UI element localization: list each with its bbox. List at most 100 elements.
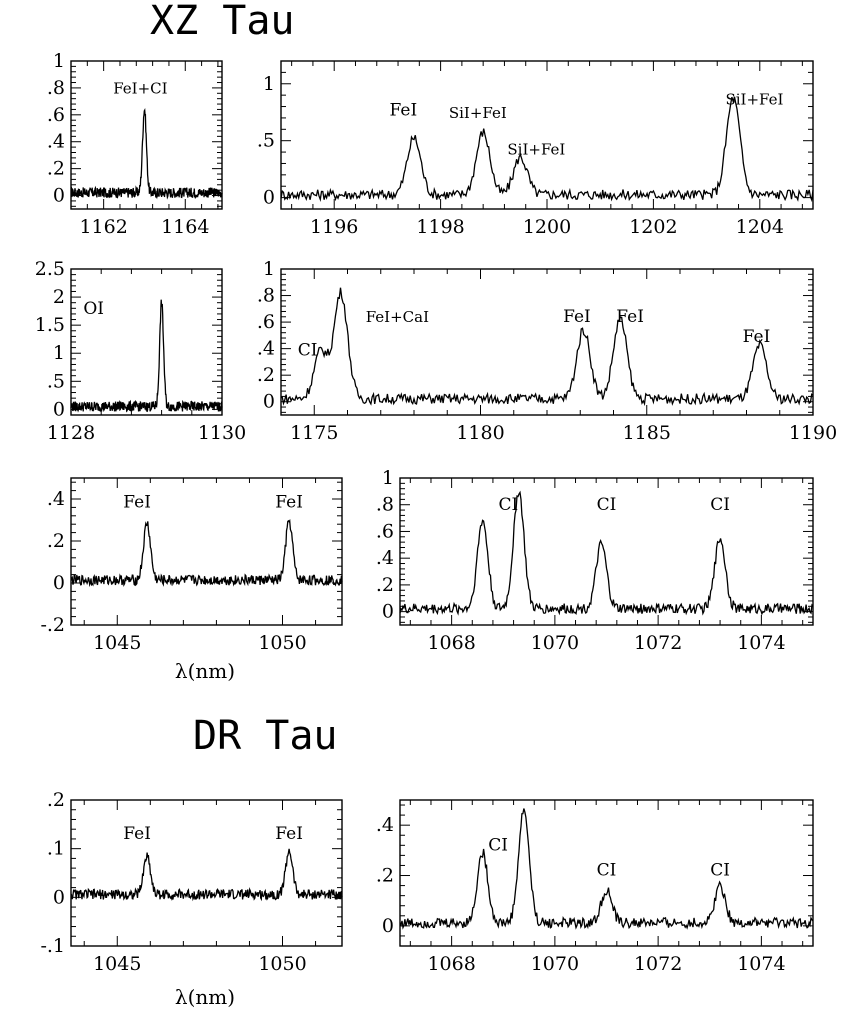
line-annotation: CI (597, 495, 617, 515)
x-tick-label: 1050 (258, 953, 306, 975)
panel-7: 1068 1070 1072 1074 0 .2 .4 CI CI CI (376, 799, 814, 975)
line-annotation: OI (83, 299, 104, 319)
panel-4: 1045 1050 -.2 0 .2 .4 FeI FeI (40, 477, 343, 654)
y-tick-label: .2 (376, 574, 394, 596)
y-tick-label: .8 (47, 77, 65, 99)
x-tick-label: 1190 (789, 422, 837, 444)
x-axis-label: λ(nm) (175, 659, 235, 683)
axes-frame (70, 60, 223, 210)
y-tick-label: .2 (47, 530, 65, 552)
axes-frame (280, 268, 814, 416)
axes-frame (399, 799, 814, 947)
x-axis-label: λ(nm) (175, 985, 235, 1009)
panel-2: 1128 1130 0 .5 1 1.5 2 2.5 OI (35, 258, 246, 444)
y-tick-label: 0 (53, 398, 65, 420)
x-tick-label: 1200 (523, 216, 571, 238)
x-tick-label: 1072 (634, 953, 682, 975)
line-annotation: CI (499, 495, 519, 515)
line-annotation: SiI+FeI (725, 90, 783, 108)
spectrum-line (70, 299, 223, 413)
line-annotation: FeI (275, 824, 303, 844)
spectrum-line (70, 848, 343, 902)
y-tick-label: 0 (53, 886, 65, 908)
y-tick-label: -.1 (40, 935, 65, 957)
axes-frame (280, 60, 814, 210)
axes-frame (70, 268, 223, 416)
y-tick-label: 0 (382, 915, 394, 937)
x-tick-label: 1175 (290, 422, 338, 444)
line-annotation: FeI (123, 492, 151, 512)
x-tick-label: 1198 (416, 216, 464, 238)
y-tick-label: 0 (263, 391, 275, 413)
x-tick-label: 1196 (310, 216, 358, 238)
y-tick-label: 1 (382, 467, 394, 489)
line-annotation: FeI+CaI (366, 308, 429, 326)
y-tick-label: 0 (263, 187, 275, 209)
x-tick-label: 1130 (198, 422, 246, 444)
line-annotation: SiI+FeI (449, 104, 507, 122)
panel-6: 1045 1050 -.1 0 .1 .2 FeI FeI (40, 789, 343, 975)
y-tick-label: .8 (257, 285, 275, 307)
y-tick-label: 1 (263, 258, 275, 280)
y-tick-label: 1.5 (35, 314, 65, 336)
x-tick-label: 1162 (79, 216, 127, 238)
y-tick-label: .1 (47, 838, 65, 860)
x-tick-label: 1045 (93, 632, 141, 654)
y-tick-label: .2 (257, 364, 275, 386)
x-tick-label: 1068 (427, 953, 475, 975)
spectrum-line (399, 808, 814, 930)
y-tick-label: .4 (376, 814, 394, 836)
panel-5: 1068 1070 1072 1074 0 .2 .4 .6 .8 1 CI CI CI (376, 467, 814, 654)
panel-0: 1162 1164 0 .2 .4 .6 .8 1 FeI+CI (47, 50, 223, 238)
spectrum-line (70, 518, 343, 588)
y-tick-label: 0 (53, 185, 65, 207)
y-tick-label: .4 (257, 338, 275, 360)
y-tick-label: 1 (53, 342, 65, 364)
y-tick-label: 2.5 (35, 258, 65, 280)
x-tick-label: 1068 (427, 632, 475, 654)
y-tick-label: .5 (47, 370, 65, 392)
y-tick-label: .2 (47, 158, 65, 180)
axes-frame (70, 477, 343, 626)
y-tick-label: 2 (53, 286, 65, 308)
spectrum-line (399, 490, 814, 616)
line-annotation: FeI (743, 327, 771, 347)
line-annotation: FeI (390, 101, 418, 121)
y-tick-label: .5 (257, 130, 275, 152)
spectrum-line (280, 96, 814, 203)
y-tick-label: .2 (376, 865, 394, 887)
x-tick-label: 1202 (629, 216, 677, 238)
line-annotation: CI (298, 340, 318, 360)
x-tick-label: 1072 (634, 632, 682, 654)
spectrum-line (280, 287, 814, 407)
x-tick-label: 1045 (93, 953, 141, 975)
y-tick-label: .6 (376, 520, 394, 542)
line-annotation: CI (710, 495, 730, 515)
x-tick-label: 1128 (47, 422, 95, 444)
line-annotation: CI (597, 861, 617, 881)
x-tick-label: 1204 (736, 216, 784, 238)
x-tick-label: 1180 (456, 422, 504, 444)
panel-3: 1175 1180 1185 1190 0 .2 .4 .6 .8 1 CI FeI+CaI FeI Fe… (257, 258, 837, 444)
line-annotation: FeI+CI (113, 79, 167, 97)
x-tick-label: 1074 (737, 632, 785, 654)
line-annotation: SiI+FeI (507, 140, 565, 158)
x-tick-label: 1164 (161, 216, 209, 238)
line-annotation: FeI (123, 824, 151, 844)
line-annotation: FeI (275, 492, 303, 512)
dr-tau-title: DR Tau (193, 713, 338, 759)
x-tick-label: 1070 (531, 632, 579, 654)
x-tick-label: 1050 (258, 632, 306, 654)
y-tick-label: 0 (53, 572, 65, 594)
axes-frame (399, 477, 814, 626)
y-tick-label: 1 (263, 73, 275, 95)
y-tick-label: .6 (257, 311, 275, 333)
spectrum-line (70, 108, 223, 200)
x-tick-label: 1070 (531, 953, 579, 975)
line-annotation: FeI (563, 307, 591, 327)
y-tick-label: .4 (47, 131, 65, 153)
line-annotation: CI (710, 861, 730, 881)
y-tick-label: .8 (376, 494, 394, 516)
